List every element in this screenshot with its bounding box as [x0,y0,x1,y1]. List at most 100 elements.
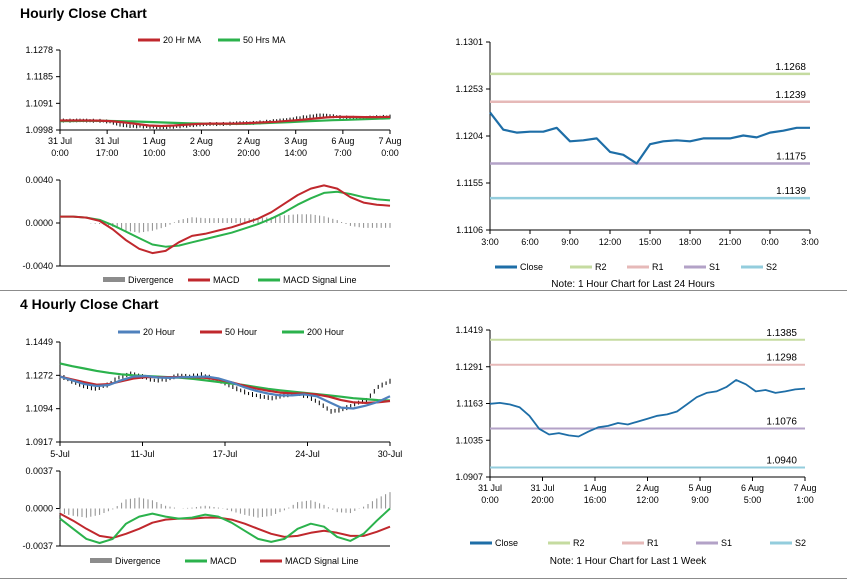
hourly-r1-level-label: 1.1239 [775,90,806,101]
four-hourly-close-line [489,379,806,438]
four-hourly-pivot-x-tick-label: 5:00 [744,495,762,505]
hourly-price-x-tick-label: 1 Aug [143,136,166,146]
hourly-macd-y-tick-label: -0.0040 [22,261,53,271]
hourly-s2-level-label: 1.1139 [776,186,806,197]
four-hourly-r2-level-label: 1.1385 [766,328,797,339]
hourly-pivot-legend-label: S1 [709,262,720,272]
hourly-price-x-tick-label: 2 Aug [237,136,260,146]
hourly-pivot-y-tick-label: 1.1155 [456,178,483,188]
hourly-pivot-x-tick-label: 12:00 [599,237,622,247]
four-hourly-pivot-y-tick-label: 1.1163 [456,399,483,409]
hourly-pivot-y-tick-label: 1.1204 [455,131,483,141]
hourly-price-x-tick-label: 3 Aug [284,136,307,146]
four-hourly-pivot-y-tick-label: 1.1291 [455,362,483,372]
four-hourly-pivot-y-tick-label: 1.1035 [455,435,483,445]
hourly-price-x-tick-label: 7 Aug [378,136,401,146]
hourly-pivot-x-tick-label: 0:00 [761,237,779,247]
four-hourly-macd-legend-label: Divergence [115,556,161,566]
hourly-macd-legend-label: Divergence [128,275,174,285]
hourly-macd-y-tick-label: 0.0000 [25,218,53,228]
four-hourly-pivot-x-tick-label: 9:00 [691,495,709,505]
four-hourly-price-legend-label: 50 Hour [225,327,257,337]
four-hourly-pivot-legend-label: R1 [647,538,659,548]
four-hourly-pivot-x-tick-label: 5 Aug [688,483,711,493]
four-hourly-price-x-tick-label: 17-Jul [213,449,238,459]
four-hourly-macd-y-tick-label: -0.0037 [22,541,53,551]
four-hourly-r1-level-label: 1.1298 [766,353,797,364]
hourly-pivot-x-tick-label: 6:00 [521,237,539,247]
four-hourly-macd-y-tick-label: 0.0037 [25,466,53,476]
four-hourly-price-x-tick-label: 30-Jul [378,449,403,459]
four-hourly-pivot-legend-label: S2 [795,538,806,548]
four-hourly-macd-y-tick-label: 0.0000 [25,504,53,514]
hourly-price-x-tick-label: 17:00 [96,148,119,158]
four-hourly-macd-signal-line [59,512,391,539]
four-hourly-pivot-x-tick-label: 20:00 [531,495,554,505]
four-hourly-section-title: 4 Hourly Close Chart [20,296,159,312]
four-hourly-pivot-y-tick-label: 1.1419 [455,325,483,335]
four-hourly-pivot-x-tick-label: 2 Aug [636,483,659,493]
hourly-price-x-tick-label: 20:00 [237,148,260,158]
hourly-price-x-tick-label: 31 Jul [48,136,72,146]
hourly-pivot-legend-label: R1 [652,262,664,272]
four-hourly-price-x-tick-label: 24-Jul [295,449,320,459]
four-hourly-pivot-x-tick-label: 6 Aug [741,483,764,493]
four-hourly-price-y-tick-label: 1.1449 [25,337,53,347]
hourly-macd-legend-label: MACD [213,275,240,285]
hourly-pivot-note: Note: 1 Hour Chart for Last 24 Hours [551,279,714,290]
hourly-price-y-tick-label: 1.1091 [25,98,53,108]
four-hourly-pivot-x-tick-label: 31 Jul [530,483,554,493]
four-hourly-pivot-x-tick-label: 12:00 [636,495,659,505]
hourly-macd-legend-label: MACD Signal Line [283,275,357,285]
four-hourly-macd-legend-swatch [90,558,112,563]
four-hourly-price-y-tick-label: 1.1094 [25,404,53,414]
four-hourly-pivot-legend-label: S1 [721,538,732,548]
four-hourly-macd-legend-label: MACD Signal Line [285,556,359,566]
hourly-pivot-x-tick-label: 3:00 [801,237,819,247]
hourly-price-x-tick-label: 10:00 [143,148,166,158]
hourly-pivot-legend-label: R2 [595,262,607,272]
hourly-pivot-x-tick-label: 3:00 [481,237,499,247]
four-hourly-macd-legend-label: MACD [210,556,237,566]
four-hourly-pivot-legend-label: Close [495,538,518,548]
hourly-pivot-x-tick-label: 15:00 [639,237,662,247]
hourly-pivot-legend-label: S2 [766,262,777,272]
four-hourly-pivot-note: Note: 1 Hour Chart for Last 1 Week [550,556,708,567]
section-divider [0,290,847,291]
four-hourly-pivot-x-tick-label: 0:00 [481,495,499,505]
four-hourly-s1-level-label: 1.1076 [766,416,797,427]
four-hourly-pivot-x-tick-label: 16:00 [584,495,607,505]
hourly-price-x-tick-label: 0:00 [51,148,69,158]
four-hourly-price-legend-label: 200 Hour [307,327,344,337]
hourly-pivot-x-tick-label: 18:00 [679,237,702,247]
hourly-pivot-y-tick-label: 1.1106 [456,225,483,235]
hourly-price-x-tick-label: 6 Aug [331,136,354,146]
hourly-price-x-tick-label: 3:00 [193,148,211,158]
hourly-price-legend-label: 20 Hr MA [163,35,201,45]
four-hourly-pivot-x-tick-label: 1:00 [796,495,814,505]
hourly-section-title: Hourly Close Chart [20,5,147,21]
hourly-price-x-tick-label: 0:00 [381,148,399,158]
hourly-pivot-y-tick-label: 1.1253 [455,84,483,94]
four-hourly-price-x-tick-label: 11-Jul [131,449,155,459]
four-hourly-pivot-x-tick-label: 7 Aug [793,483,816,493]
four-hourly-pivot-legend-label: R2 [573,538,585,548]
hourly-r2-level-label: 1.1268 [775,62,806,73]
hourly-pivot-x-tick-label: 21:00 [719,237,742,247]
hourly-price-legend-label: 50 Hrs MA [243,35,286,45]
hourly-macd-line [60,184,391,255]
hourly-price-y-tick-label: 1.0998 [25,125,53,135]
bottom-divider [0,578,847,579]
hourly-s1-level-label: 1.1175 [776,151,806,162]
hourly-macd-signal-line [60,190,391,248]
four-hourly-pivot-y-tick-label: 1.0907 [455,472,483,482]
four-hourly-price-y-tick-label: 1.0917 [25,437,53,447]
hourly-pivot-y-tick-label: 1.1301 [455,37,483,47]
four-hourly-200hr-line [59,362,391,402]
four-hourly-macd-line [59,507,391,544]
four-hourly-price-x-tick-label: 5-Jul [50,449,70,459]
hourly-pivot-legend-label: Close [520,262,543,272]
hourly-pivot-x-tick-label: 9:00 [561,237,579,247]
hourly-close-line [489,111,810,165]
